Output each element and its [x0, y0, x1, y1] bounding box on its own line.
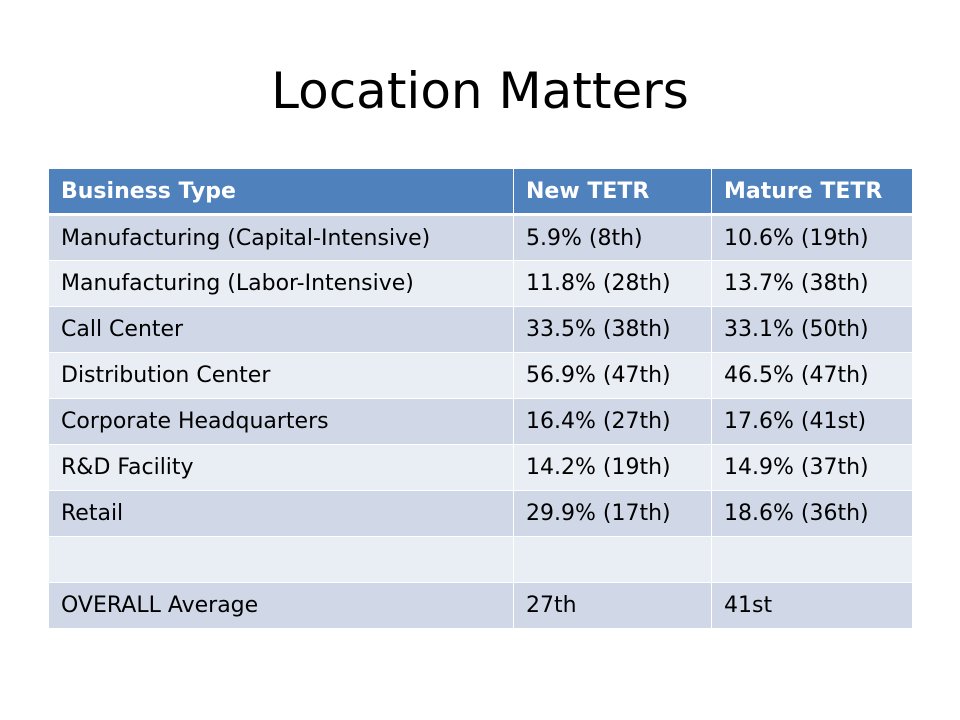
header-new-tetr: New TETR	[513, 168, 712, 216]
header-mature-tetr: Mature TETR	[711, 168, 913, 216]
cell-business-type: Corporate Headquarters	[48, 398, 514, 445]
cell-new-tetr: 29.9% (17th)	[513, 490, 712, 537]
cell-new-tetr: 11.8% (28th)	[513, 260, 712, 307]
cell-business-type: Manufacturing (Labor-Intensive)	[48, 260, 514, 307]
cell-business-type: Distribution Center	[48, 352, 514, 399]
table-row-overall: OVERALL Average 27th 41st	[48, 582, 913, 629]
cell-mature-tetr: 41st	[711, 582, 913, 629]
tetr-table: Business Type New TETR Mature TETR Manuf…	[48, 168, 913, 629]
table-header-row: Business Type New TETR Mature TETR	[48, 168, 913, 216]
cell-new-tetr: 27th	[513, 582, 712, 629]
slide-title: Location Matters	[271, 62, 689, 120]
cell-mature-tetr: 17.6% (41st)	[711, 398, 913, 445]
cell-business-type: R&D Facility	[48, 444, 514, 491]
table-row: Retail 29.9% (17th) 18.6% (36th)	[48, 490, 913, 537]
cell-mature-tetr: 18.6% (36th)	[711, 490, 913, 537]
cell-new-tetr	[513, 536, 712, 583]
cell-new-tetr: 5.9% (8th)	[513, 214, 712, 261]
cell-mature-tetr: 46.5% (47th)	[711, 352, 913, 399]
cell-business-type	[48, 536, 514, 583]
cell-mature-tetr: 33.1% (50th)	[711, 306, 913, 353]
cell-business-type: Manufacturing (Capital-Intensive)	[48, 214, 514, 261]
header-business-type: Business Type	[48, 168, 514, 216]
cell-mature-tetr: 13.7% (38th)	[711, 260, 913, 307]
cell-new-tetr: 33.5% (38th)	[513, 306, 712, 353]
cell-business-type: Retail	[48, 490, 514, 537]
table-row-empty	[48, 536, 913, 583]
table-row: R&D Facility 14.2% (19th) 14.9% (37th)	[48, 444, 913, 491]
table-row: Corporate Headquarters 16.4% (27th) 17.6…	[48, 398, 913, 445]
cell-mature-tetr: 10.6% (19th)	[711, 214, 913, 261]
cell-new-tetr: 14.2% (19th)	[513, 444, 712, 491]
table-row: Manufacturing (Labor-Intensive) 11.8% (2…	[48, 260, 913, 307]
cell-new-tetr: 16.4% (27th)	[513, 398, 712, 445]
cell-mature-tetr: 14.9% (37th)	[711, 444, 913, 491]
cell-business-type: Call Center	[48, 306, 514, 353]
table-row: Manufacturing (Capital-Intensive) 5.9% (…	[48, 214, 913, 261]
table-row: Call Center 33.5% (38th) 33.1% (50th)	[48, 306, 913, 353]
table-row: Distribution Center 56.9% (47th) 46.5% (…	[48, 352, 913, 399]
cell-mature-tetr	[711, 536, 913, 583]
cell-new-tetr: 56.9% (47th)	[513, 352, 712, 399]
cell-business-type: OVERALL Average	[48, 582, 514, 629]
